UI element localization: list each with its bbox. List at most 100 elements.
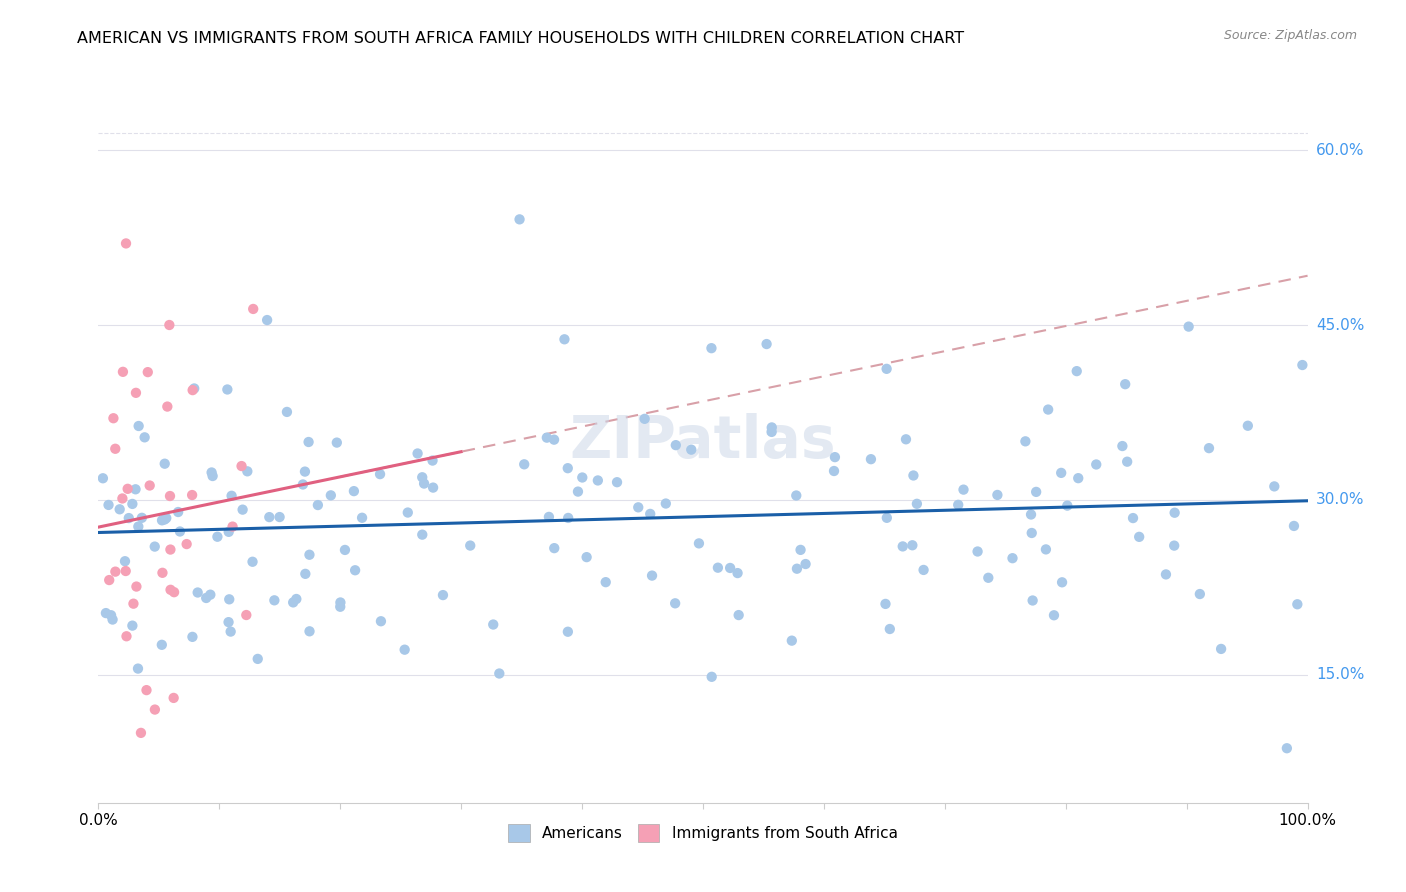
Point	[329, 599, 352, 614]
Point	[104, 442, 127, 456]
Point	[200, 588, 222, 602]
Point	[333, 543, 356, 558]
Point	[94, 606, 117, 620]
Point	[256, 313, 278, 327]
Text: ZIPatlas: ZIPatlas	[569, 413, 837, 470]
Point	[134, 430, 156, 444]
Point	[727, 566, 749, 580]
Point	[948, 498, 970, 512]
Point	[1286, 597, 1309, 611]
Point	[567, 484, 589, 499]
Point	[432, 588, 454, 602]
Point	[1036, 402, 1059, 417]
Point	[571, 470, 593, 484]
Point	[127, 662, 149, 676]
Point	[557, 461, 579, 475]
Point	[1116, 455, 1139, 469]
Point	[218, 592, 240, 607]
Point	[1188, 587, 1211, 601]
Point	[537, 509, 560, 524]
Point	[114, 564, 136, 578]
Point	[159, 582, 181, 597]
Point	[952, 483, 974, 497]
Point	[121, 497, 143, 511]
Point	[124, 483, 146, 497]
Point	[352, 510, 374, 524]
Point	[219, 624, 242, 639]
Point	[181, 488, 204, 502]
Point	[422, 453, 444, 467]
Point	[1237, 418, 1260, 433]
Point	[129, 726, 152, 740]
Point	[1025, 484, 1047, 499]
Point	[700, 341, 723, 355]
Point	[326, 435, 349, 450]
Point	[553, 332, 575, 346]
Point	[187, 585, 209, 599]
Point	[217, 383, 239, 397]
Point	[117, 482, 139, 496]
Point	[176, 537, 198, 551]
Point	[294, 566, 316, 581]
Point	[91, 471, 114, 485]
Point	[557, 624, 579, 639]
Point	[718, 561, 741, 575]
Point	[641, 568, 664, 582]
Point	[118, 511, 141, 525]
Point	[638, 507, 661, 521]
Point	[242, 301, 264, 316]
Point	[1209, 641, 1232, 656]
Point	[368, 467, 391, 482]
Point	[159, 489, 181, 503]
Point	[1275, 741, 1298, 756]
Point	[319, 488, 342, 502]
Point	[231, 458, 253, 473]
Point	[1128, 530, 1150, 544]
Legend: Americans, Immigrants from South Africa: Americans, Immigrants from South Africa	[501, 816, 905, 849]
Point	[606, 475, 628, 490]
Point	[875, 597, 897, 611]
Point	[163, 690, 186, 705]
Point	[104, 565, 127, 579]
Point	[1056, 499, 1078, 513]
Point	[1154, 567, 1177, 582]
Point	[905, 497, 928, 511]
Point	[664, 596, 686, 610]
Point	[688, 536, 710, 550]
Point	[298, 624, 321, 639]
Point	[242, 555, 264, 569]
Point	[755, 337, 778, 351]
Point	[1085, 458, 1108, 472]
Text: 60.0%: 60.0%	[1316, 143, 1364, 158]
Point	[1050, 575, 1073, 590]
Point	[761, 420, 783, 434]
Point	[977, 571, 1000, 585]
Point	[343, 484, 366, 499]
Point	[259, 510, 281, 524]
Point	[221, 489, 243, 503]
Point	[131, 511, 153, 525]
Point	[536, 431, 558, 445]
Point	[181, 630, 204, 644]
Point	[575, 550, 598, 565]
Point	[155, 511, 177, 525]
Text: 15.0%: 15.0%	[1316, 667, 1364, 682]
Point	[167, 505, 190, 519]
Point	[157, 318, 180, 332]
Point	[1021, 593, 1043, 607]
Point	[100, 608, 122, 623]
Point	[665, 438, 688, 452]
Point	[135, 683, 157, 698]
Point	[595, 575, 617, 590]
Point	[1163, 539, 1185, 553]
Point	[159, 542, 181, 557]
Point	[413, 476, 436, 491]
Point	[482, 617, 505, 632]
Point	[153, 457, 176, 471]
Text: AMERICAN VS IMMIGRANTS FROM SOUTH AFRICA FAMILY HOUSEHOLDS WITH CHILDREN CORRELA: AMERICAN VS IMMIGRANTS FROM SOUTH AFRICA…	[77, 31, 965, 46]
Point	[283, 595, 305, 609]
Point	[513, 458, 536, 472]
Point	[876, 361, 898, 376]
Point	[903, 468, 925, 483]
Point	[681, 442, 703, 457]
